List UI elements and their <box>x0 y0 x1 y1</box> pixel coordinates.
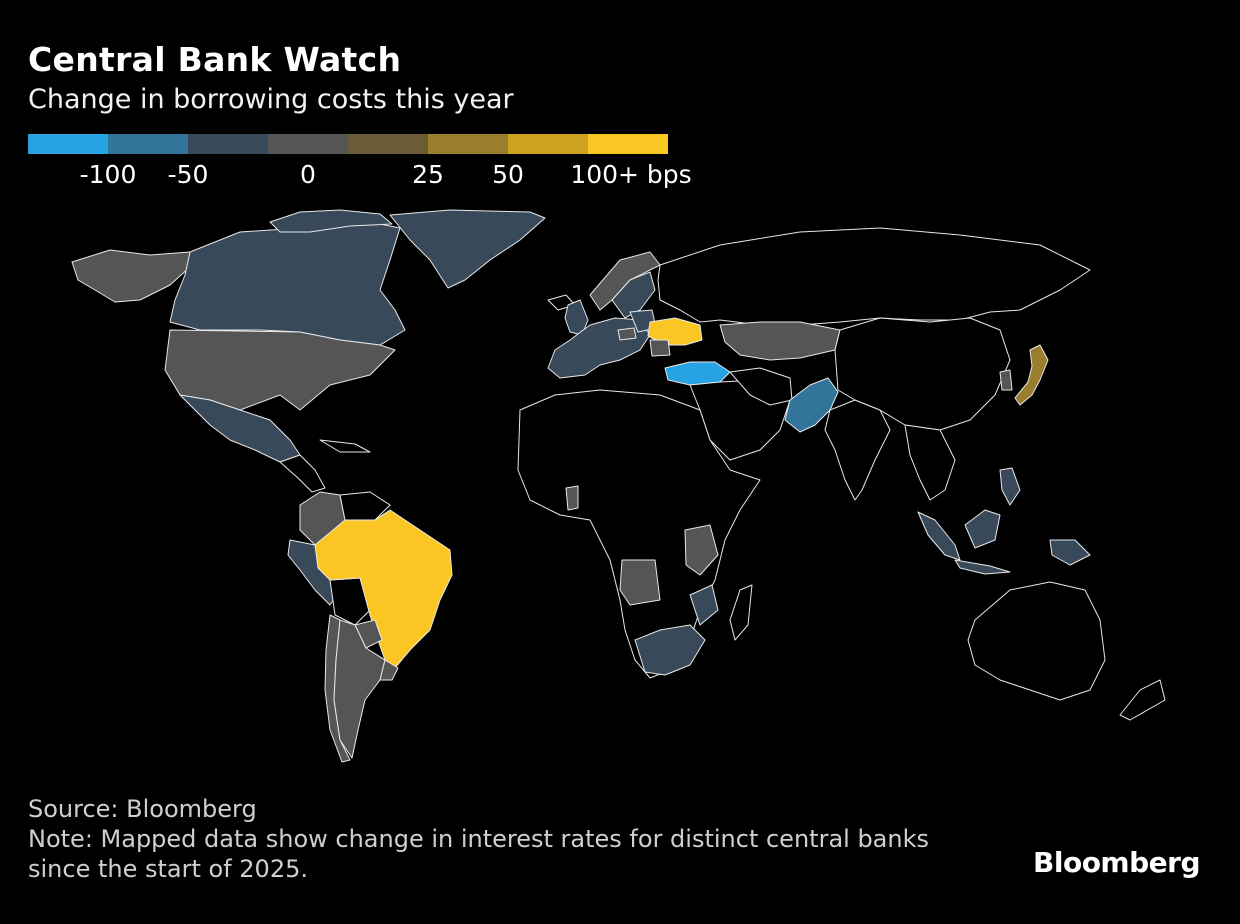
legend-swatch <box>588 134 668 154</box>
country-kenya <box>684 524 719 576</box>
country-australia <box>967 581 1106 701</box>
legend-label: 100+ bps <box>570 160 692 189</box>
country-turkey <box>664 361 731 386</box>
country-kazakhstan <box>719 321 841 361</box>
legend-label: -50 <box>167 160 209 189</box>
legend-swatch <box>508 134 588 154</box>
country-indonesia-borneo <box>964 509 1001 549</box>
legend-swatch <box>348 134 428 154</box>
country-madagascar <box>729 584 753 641</box>
country-canada <box>169 219 406 346</box>
country-czechia <box>617 327 637 341</box>
country-japan <box>1014 344 1049 406</box>
country-philippines <box>999 467 1021 506</box>
country-canada-islands <box>269 209 393 233</box>
country-new-zealand <box>1119 679 1166 721</box>
legend-swatch <box>28 134 108 154</box>
legend-swatch <box>428 134 508 154</box>
legend-label: -100 <box>79 160 137 189</box>
note-text-line1: Note: Mapped data show change in interes… <box>28 825 929 853</box>
footer: Source: Bloomberg Note: Mapped data show… <box>28 794 929 884</box>
region-venezuela <box>339 491 391 521</box>
source-text: Source: Bloomberg <box>28 795 257 823</box>
note-text-line2: since the start of 2025. <box>28 855 308 883</box>
country-mozambique <box>689 584 719 626</box>
country-ukraine <box>647 317 703 346</box>
country-india <box>824 399 891 501</box>
map-subtitle: Change in borrowing costs this year <box>28 84 514 115</box>
region-central-america <box>279 454 326 493</box>
legend-label: 25 <box>412 160 444 189</box>
country-china <box>834 317 1011 431</box>
country-ghana <box>565 485 579 511</box>
country-alaska <box>71 249 201 303</box>
country-russia <box>657 227 1091 326</box>
region-southeast-asia <box>904 424 956 501</box>
bloomberg-logo: Bloomberg <box>1033 846 1200 879</box>
color-legend <box>28 134 668 154</box>
legend-swatch <box>268 134 348 154</box>
country-argentina <box>333 619 386 759</box>
country-norway <box>589 251 661 311</box>
legend-swatch <box>188 134 268 154</box>
legend-label: 50 <box>492 160 524 189</box>
region-caribbean <box>319 439 371 453</box>
country-uruguay <box>379 659 399 681</box>
country-south-africa <box>634 624 706 676</box>
country-indonesia-java <box>954 559 1011 575</box>
country-angola <box>619 559 661 606</box>
region-eurozone <box>547 317 651 379</box>
country-greenland <box>389 209 546 289</box>
country-south-korea <box>999 369 1013 391</box>
country-indonesia-papua <box>1049 539 1091 566</box>
country-brazil <box>314 509 453 669</box>
legend-swatch <box>108 134 188 154</box>
country-romania <box>649 339 671 357</box>
map-title: Central Bank Watch <box>28 40 402 79</box>
country-sweden <box>611 271 656 319</box>
legend-label: 0 <box>300 160 316 189</box>
legend-labels: -100 -50 0 25 50 100+ bps <box>0 160 760 196</box>
country-indonesia <box>917 511 961 561</box>
world-map <box>71 209 1166 763</box>
